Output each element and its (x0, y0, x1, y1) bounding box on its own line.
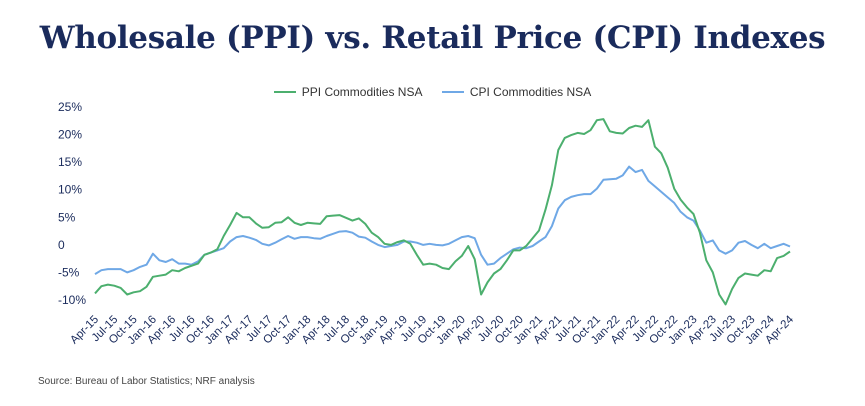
cpi-series-line (94, 165, 791, 275)
y-tick-label: 25% (58, 100, 82, 114)
legend-item-ppi: PPI Commodities NSA (273, 85, 423, 99)
y-tick-label: -5% (58, 265, 80, 279)
y-tick-label: 10% (58, 183, 82, 197)
y-tick-label: -10% (58, 293, 86, 307)
ppi-series-line (94, 118, 791, 306)
legend-item-cpi: CPI Commodities NSA (441, 85, 592, 99)
legend-label-ppi: PPI Commodities NSA (301, 85, 423, 99)
y-tick-label: 0 (58, 238, 65, 252)
chart-title: Wholesale (PPI) vs. Retail Price (CPI) I… (39, 20, 826, 56)
chart-legend: PPI Commodities NSA CPI Commodities NSA (0, 82, 865, 99)
y-tick-label: 5% (58, 210, 76, 224)
legend-swatch-cpi (441, 91, 464, 93)
legend-label-cpi: CPI Commodities NSA (469, 85, 592, 99)
y-tick-label: 15% (58, 155, 82, 169)
y-tick-label: 20% (58, 128, 82, 142)
source-note: Source: Bureau of Labor Statistics; NRF … (38, 376, 255, 387)
legend-swatch-ppi (273, 91, 296, 93)
